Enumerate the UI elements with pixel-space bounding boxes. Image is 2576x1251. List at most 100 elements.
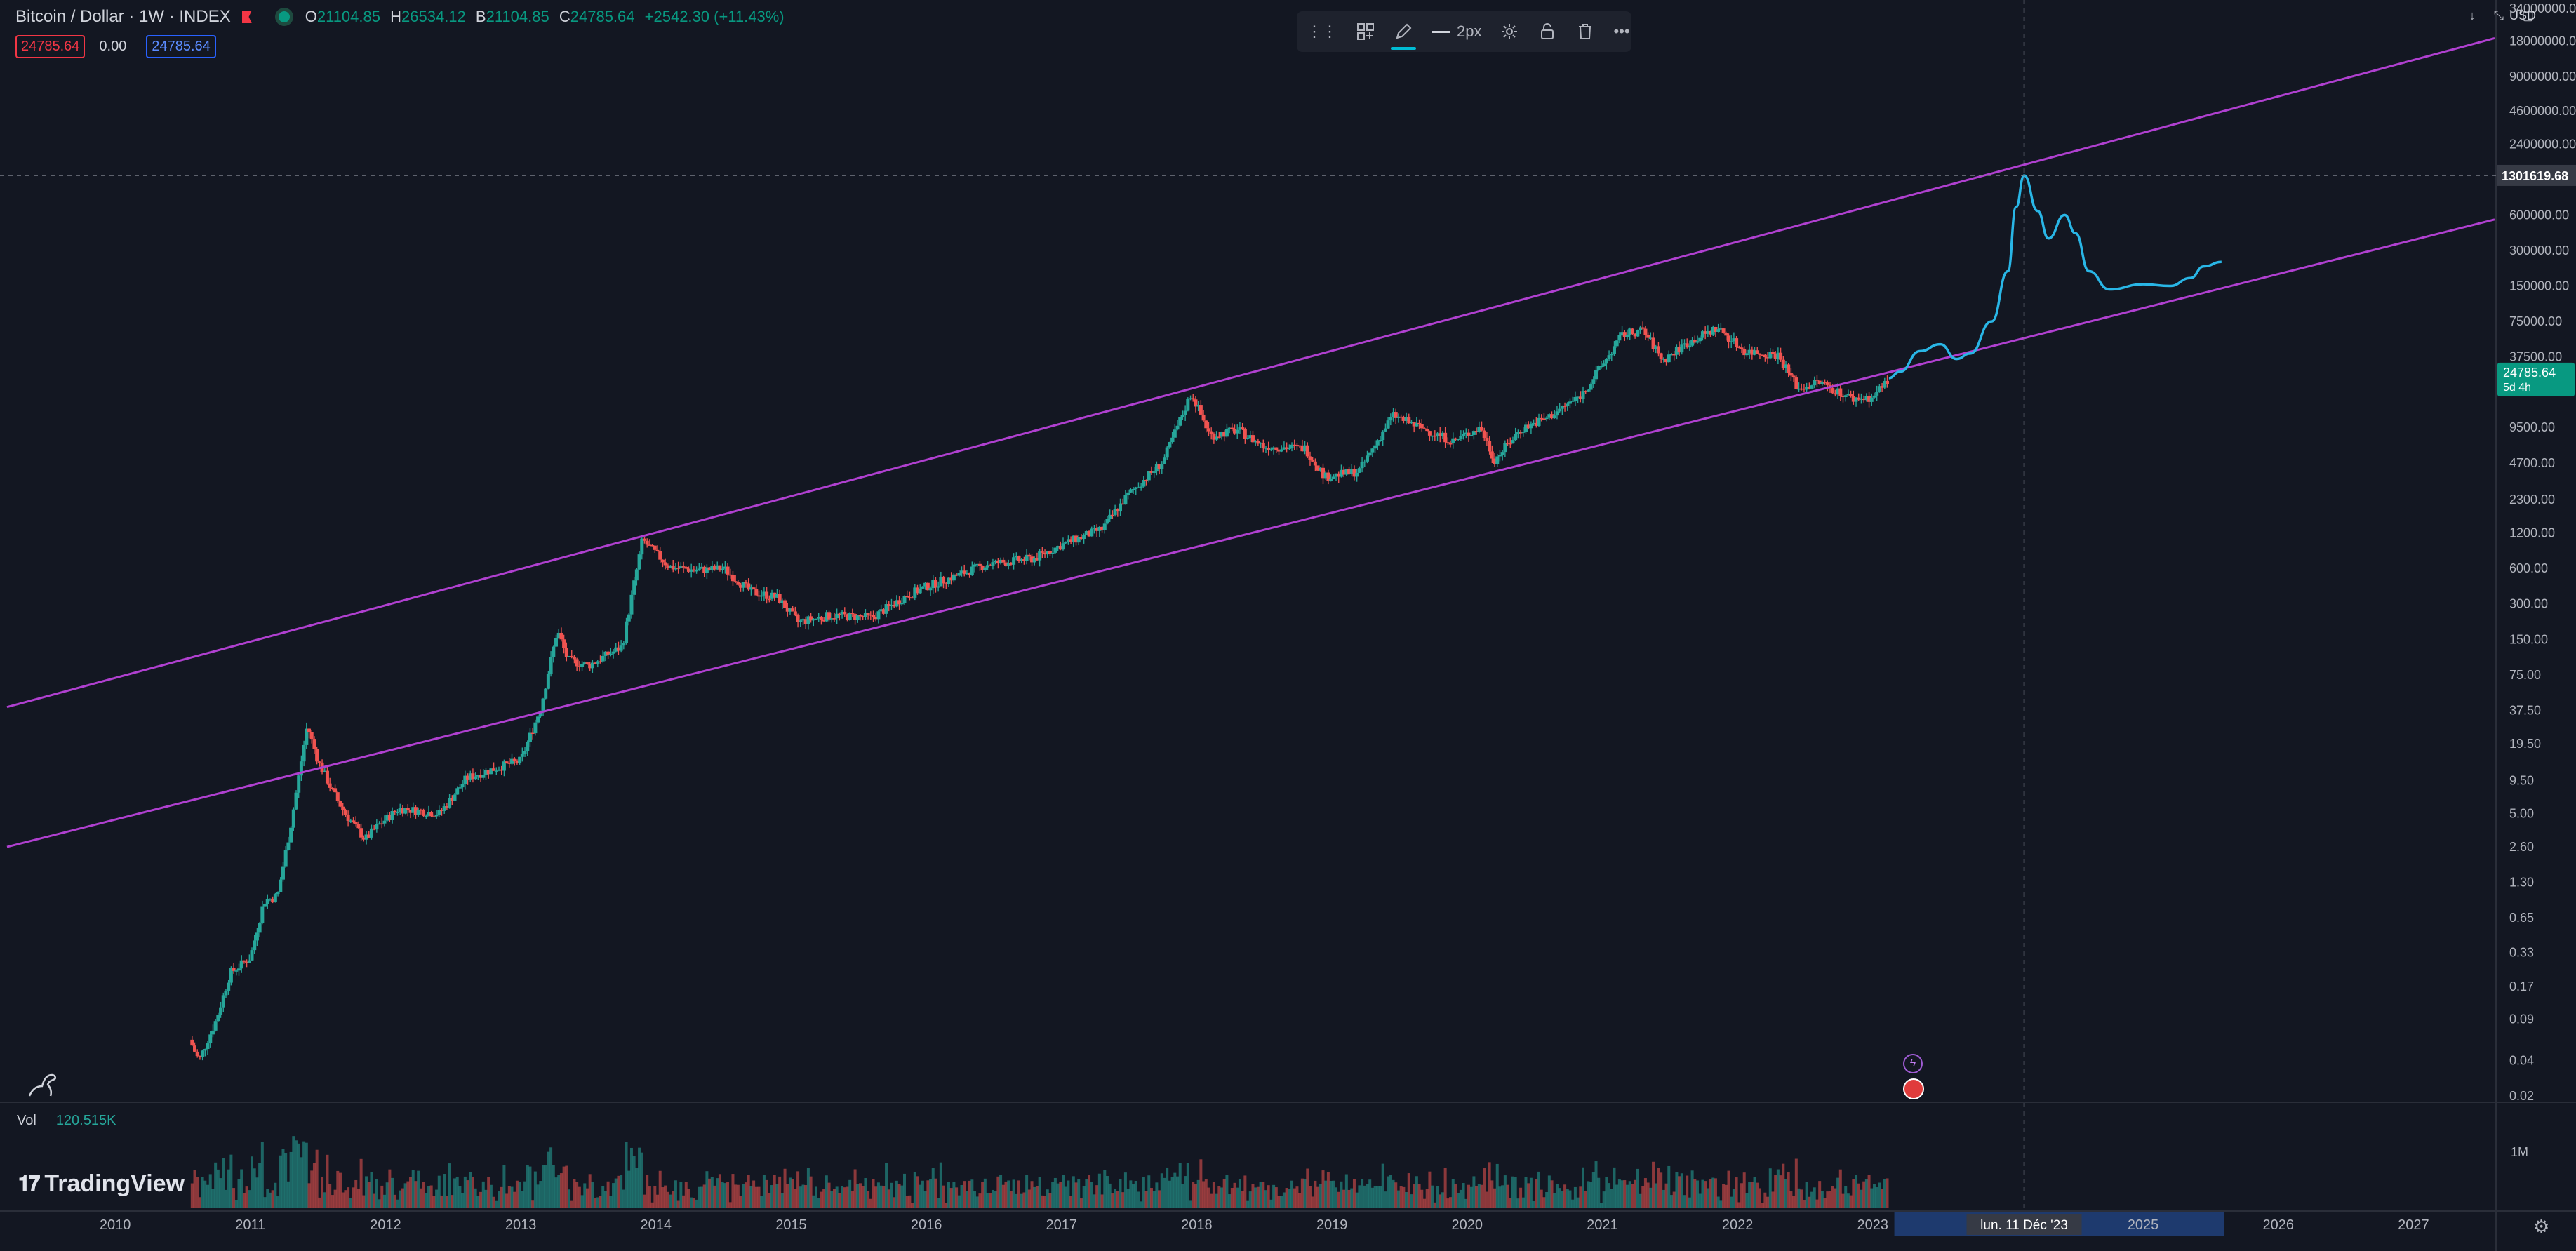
volume-bar (728, 1202, 732, 1208)
candle-body (476, 775, 480, 777)
candle-body (1669, 354, 1674, 356)
axis-settings-icon[interactable]: ⚙ (2533, 1216, 2550, 1237)
candle-body (1227, 427, 1232, 429)
candle-body (486, 770, 490, 775)
lock-icon[interactable] (1537, 22, 1557, 41)
volume-bar (471, 1177, 474, 1208)
volume-bar (1439, 1194, 1442, 1208)
candle-body (562, 639, 566, 648)
candle-body (1389, 417, 1393, 421)
candle-body (450, 798, 454, 801)
volume-bar (934, 1178, 937, 1208)
lightning-event-icon[interactable]: ϟ (1903, 1054, 1923, 1073)
candle-body (271, 898, 275, 902)
y-tick-label: 9.50 (2509, 774, 2534, 788)
maximize-icon[interactable]: ▢ (2521, 8, 2534, 22)
volume-bar (190, 1183, 194, 1208)
volume-bar (1077, 1179, 1081, 1208)
volume-bar (1163, 1177, 1166, 1208)
volume-bar (734, 1184, 738, 1208)
candle-body (315, 749, 319, 762)
candle-body (1791, 375, 1796, 378)
settings-gear-icon[interactable] (1500, 22, 1519, 41)
volume-bar (1628, 1181, 1631, 1208)
candle-body (1058, 546, 1062, 550)
candle-body (619, 645, 623, 651)
currency-selector[interactable]: USD (2509, 8, 2537, 22)
volume-bar (373, 1193, 376, 1208)
volume-bar (544, 1165, 547, 1208)
volume-bar (1841, 1193, 1845, 1208)
volume-bar (307, 1183, 311, 1208)
volume-bar (1875, 1187, 1878, 1208)
line-color-icon[interactable] (1391, 22, 1416, 50)
candle-body (986, 565, 990, 568)
line-width-button[interactable]: 2px (1432, 22, 1481, 41)
sell-price-badge[interactable]: 24785.64 (15, 35, 86, 58)
volume-bar (1290, 1180, 1294, 1208)
candle-body (575, 659, 579, 667)
candle-body (455, 788, 460, 795)
candle-body (1267, 448, 1271, 450)
candle-body (1885, 380, 1889, 384)
minimize-icon[interactable]: ⤡ (2493, 8, 2504, 22)
dino-icon[interactable] (27, 1071, 59, 1102)
y-tick-label: 9500.00 (2509, 420, 2555, 434)
volume-bar (505, 1193, 509, 1208)
volume-bar (1852, 1179, 1855, 1208)
volume-bar (1178, 1163, 1182, 1208)
candle-body (952, 574, 956, 581)
volume-bar (1300, 1178, 1304, 1208)
candle-body (905, 596, 909, 598)
candle-body (1076, 537, 1081, 543)
candle-body (567, 655, 571, 657)
candle-body (500, 769, 504, 771)
candle-body (349, 820, 353, 822)
candle-body (1552, 415, 1556, 419)
candle-body (1770, 352, 1775, 354)
volume-bar (900, 1185, 904, 1208)
candle-body (1154, 464, 1159, 472)
candle-body (1246, 438, 1250, 439)
us-flag-event-icon[interactable] (1903, 1078, 1924, 1099)
candle-body (1843, 395, 1848, 398)
volume-bar (497, 1191, 500, 1208)
volume-bar (1160, 1173, 1163, 1208)
candle-body (1215, 436, 1219, 440)
volume-bar (1706, 1188, 1709, 1208)
candle-body (1178, 417, 1182, 426)
more-options-icon[interactable]: ••• (1613, 22, 1630, 40)
volume-bar (1149, 1188, 1153, 1208)
candle-body (1825, 382, 1829, 385)
candle-body (1253, 440, 1257, 443)
candle-body (552, 646, 556, 657)
symbol-title[interactable]: Bitcoin / Dollar · 1W · INDEX (15, 7, 231, 26)
volume-bar (458, 1186, 462, 1208)
volume-bar (1792, 1196, 1796, 1208)
templates-icon[interactable] (1356, 22, 1375, 41)
volume-bar (978, 1193, 982, 1208)
volume-bar (825, 1175, 828, 1208)
candle-body (190, 1039, 194, 1046)
buy-price-badge[interactable]: 24785.64 (146, 35, 216, 58)
volume-bar (425, 1193, 428, 1208)
candle-body (1540, 417, 1544, 420)
volume-bar (991, 1189, 994, 1208)
candle-body (505, 761, 509, 763)
candle-body (247, 960, 251, 963)
trash-icon[interactable] (1575, 22, 1595, 41)
symbol-header: Bitcoin / Dollar · 1W · INDEX O21104.85 … (15, 7, 785, 27)
candle-body (385, 814, 389, 821)
candle-body (907, 597, 912, 598)
drag-handle-icon[interactable]: ⋮⋮ (1307, 22, 1337, 40)
volume-bar (794, 1189, 797, 1208)
candle-body (1394, 412, 1398, 418)
volume-bar (739, 1196, 742, 1208)
collapse-arrow-icon[interactable]: ↓ (2469, 8, 2476, 22)
volume-bar (310, 1170, 314, 1208)
candle-body (198, 1056, 202, 1057)
volume-bar (1860, 1189, 1863, 1208)
candle-body (1064, 542, 1068, 544)
candle-body (1144, 480, 1149, 481)
